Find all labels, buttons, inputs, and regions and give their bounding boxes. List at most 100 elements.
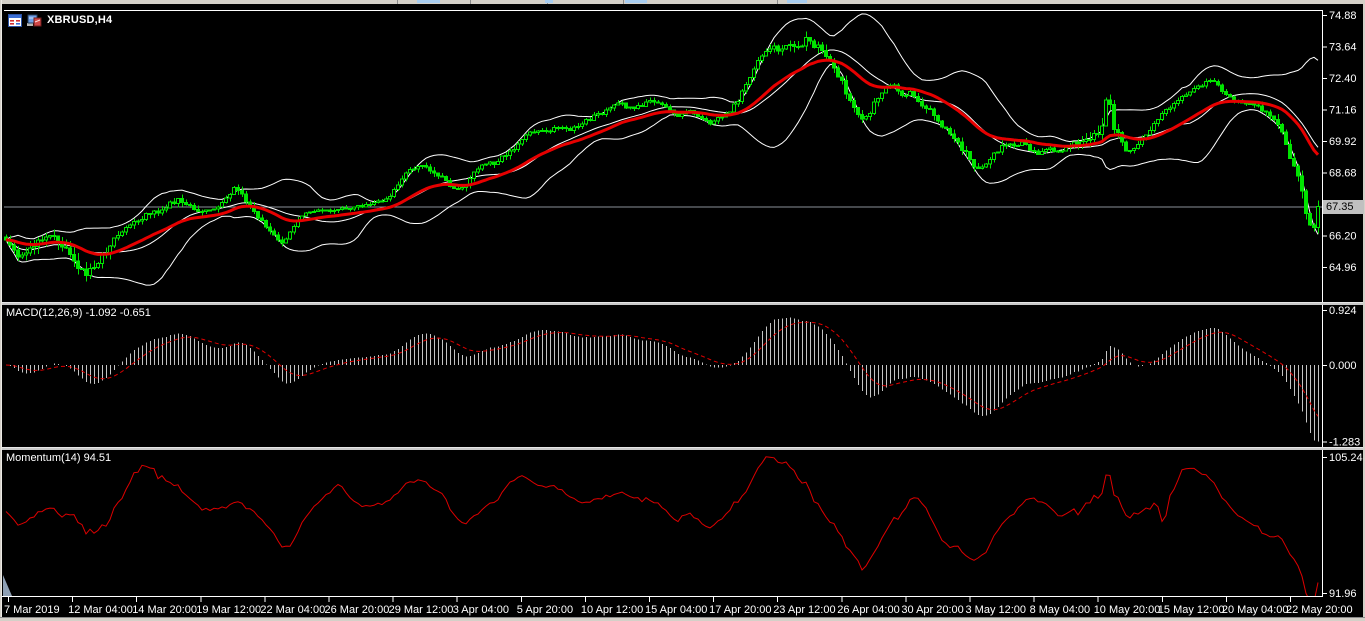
- time-tick-label: 7 Mar 2019: [4, 604, 60, 616]
- time-tick-label: 30 Apr 20:00: [901, 604, 963, 616]
- bear-candle: [668, 106, 672, 111]
- bull-candle: [216, 206, 220, 210]
- bear-candle: [1256, 104, 1260, 107]
- momentum-panel: [5, 456, 1319, 596]
- bull-candle: [384, 198, 388, 203]
- bull-candle: [484, 163, 488, 166]
- bear-candle: [652, 99, 656, 103]
- momentum-panel-area[interactable]: [4, 451, 1322, 596]
- bull-candle: [604, 109, 608, 115]
- top-tabs-strip[interactable]: [0, 0, 1365, 4]
- bear-candle: [1028, 143, 1032, 151]
- bull-candle: [160, 209, 164, 214]
- bear-candle: [1280, 124, 1284, 133]
- price-axis[interactable]: [1323, 10, 1363, 597]
- bull-candle: [40, 239, 44, 242]
- bull-candle: [1156, 119, 1160, 124]
- bull-candle: [28, 247, 32, 254]
- bull-candle: [116, 235, 120, 239]
- bull-candle: [1132, 147, 1136, 152]
- tab-fragment[interactable]: [417, 0, 440, 3]
- macd-tick-label: -1.283: [1329, 436, 1360, 448]
- bull-candle: [1056, 150, 1060, 153]
- bull-candle: [204, 209, 208, 213]
- bull-candle: [1040, 151, 1044, 155]
- bull-candle: [596, 113, 600, 116]
- bull-candle: [816, 44, 820, 48]
- bear-candle: [920, 100, 924, 107]
- bear-candle: [148, 212, 152, 215]
- bear-candle: [704, 118, 708, 121]
- panel-corner-grip: [3, 575, 12, 596]
- bear-candle: [1216, 80, 1220, 86]
- bear-candle: [80, 268, 84, 271]
- bear-candle: [1212, 80, 1216, 83]
- bull-candle: [1184, 94, 1188, 97]
- macd-signal-line: [5, 321, 1319, 417]
- bull-candle: [612, 104, 616, 109]
- bull-candle: [540, 130, 544, 133]
- bull-candle: [1208, 80, 1212, 83]
- price-tick-label: 72.40: [1329, 73, 1357, 85]
- macd-panel-area[interactable]: [4, 306, 1322, 446]
- bull-candle: [1016, 144, 1020, 147]
- tab-separator: [470, 0, 471, 4]
- bear-candle: [1272, 115, 1276, 120]
- bull-candle: [364, 204, 368, 208]
- bear-candle: [264, 220, 268, 228]
- bear-candle: [700, 116, 704, 120]
- bull-candle: [132, 220, 136, 226]
- main-chart-area[interactable]: [4, 11, 1322, 302]
- bull-candle: [1104, 99, 1108, 127]
- bear-candle: [1096, 132, 1100, 135]
- bear-candle: [1036, 150, 1040, 155]
- bear-candle: [360, 205, 364, 208]
- chart-window-icon[interactable]: [8, 13, 22, 27]
- bull-candle: [224, 197, 228, 204]
- bull-candle: [416, 166, 420, 170]
- bull-candle: [680, 113, 684, 118]
- bull-candle: [1176, 100, 1180, 104]
- bear-candle: [792, 44, 796, 48]
- bear-candle: [532, 131, 536, 134]
- bull-candle: [48, 235, 52, 238]
- bull-candle: [608, 107, 612, 111]
- symbol-timeframe-label: XBRUSD,H4: [47, 14, 113, 26]
- bull-candle: [164, 207, 168, 211]
- bear-candle: [68, 247, 72, 255]
- tab-fragment[interactable]: [545, 0, 553, 3]
- bull-candle: [212, 208, 216, 211]
- panel-splitter-main-macd[interactable]: [2, 302, 1365, 305]
- bear-candle: [348, 208, 352, 211]
- bull-candle: [552, 127, 556, 132]
- bull-candle: [496, 160, 500, 165]
- bear-candle: [812, 40, 816, 48]
- bear-candle: [960, 141, 964, 151]
- tab-fragment[interactable]: [625, 0, 647, 3]
- tab-separator: [623, 0, 624, 4]
- bull-candle: [772, 45, 776, 50]
- bear-candle: [1312, 224, 1316, 229]
- bull-candle: [748, 76, 752, 86]
- bull-candle: [420, 165, 424, 168]
- bear-candle: [632, 106, 636, 109]
- bull-candle: [508, 150, 512, 157]
- bear-candle: [368, 204, 372, 207]
- bull-candle: [1204, 81, 1208, 87]
- bear-candle: [1260, 105, 1264, 112]
- bear-candle: [824, 50, 828, 57]
- bear-candle: [656, 101, 660, 104]
- bear-candle: [852, 100, 856, 109]
- time-axis[interactable]: [2, 598, 1363, 616]
- bear-candle: [936, 115, 940, 122]
- tab-fragment[interactable]: [787, 0, 807, 3]
- bull-candle: [200, 211, 204, 214]
- bear-candle: [776, 45, 780, 52]
- bull-candle: [1128, 150, 1132, 153]
- indicator-window-icon[interactable]: [27, 14, 42, 27]
- bull-candle: [512, 149, 516, 152]
- panel-splitter-macd-momentum[interactable]: [2, 447, 1365, 450]
- bear-candle: [952, 133, 956, 139]
- bear-candle: [900, 90, 904, 96]
- bear-candle: [436, 172, 440, 177]
